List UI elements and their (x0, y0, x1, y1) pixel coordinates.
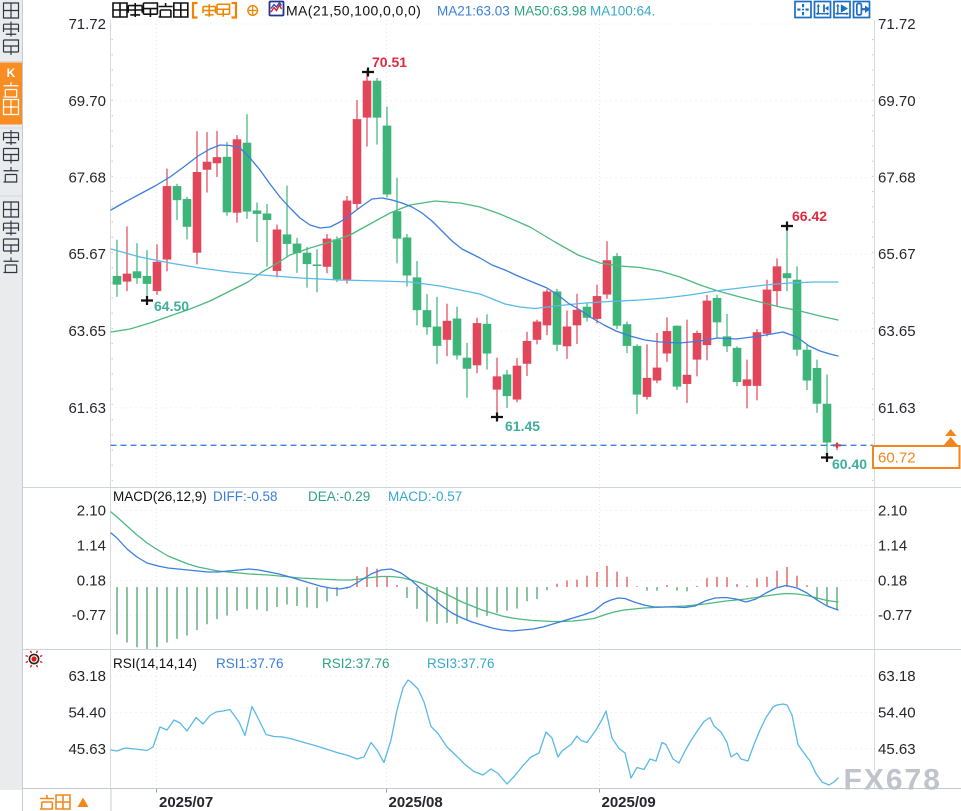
svg-text:2025/07: 2025/07 (159, 794, 213, 811)
svg-text:DIFF:-0.58: DIFF:-0.58 (213, 489, 278, 504)
svg-text:54.40: 54.40 (878, 704, 916, 721)
svg-text:69.70: 69.70 (878, 93, 916, 110)
svg-text:61.63: 61.63 (878, 400, 916, 417)
svg-text:63.18: 63.18 (68, 668, 106, 685)
svg-text:RSI1:37.76: RSI1:37.76 (216, 656, 284, 671)
svg-text:2025/09: 2025/09 (602, 794, 656, 811)
svg-text:RSI(14,14,14): RSI(14,14,14) (113, 656, 197, 671)
svg-text:69.70: 69.70 (68, 93, 106, 110)
svg-text:-0.77: -0.77 (878, 607, 912, 624)
svg-text:63.18: 63.18 (878, 668, 916, 685)
svg-text:63.65: 63.65 (68, 323, 106, 340)
svg-text:MA(21,50,100,0,0,0): MA(21,50,100,0,0,0) (286, 3, 421, 19)
svg-text:65.67: 65.67 (68, 246, 106, 263)
svg-text:71.72: 71.72 (878, 16, 916, 33)
svg-text:71.72: 71.72 (68, 16, 106, 33)
svg-text:DEA:-0.29: DEA:-0.29 (308, 489, 370, 504)
svg-text:67.68: 67.68 (878, 170, 916, 187)
svg-text:65.67: 65.67 (878, 246, 916, 263)
svg-text:2.10: 2.10 (878, 502, 907, 519)
svg-text:K: K (7, 66, 16, 80)
svg-text:RSI3:37.76: RSI3:37.76 (427, 656, 495, 671)
svg-text:45.63: 45.63 (68, 741, 106, 758)
svg-text:66.42: 66.42 (792, 208, 827, 224)
svg-text:2025/08: 2025/08 (389, 794, 443, 811)
svg-text:MACD:-0.57: MACD:-0.57 (388, 489, 462, 504)
svg-text:70.51: 70.51 (372, 54, 407, 70)
svg-text:2.10: 2.10 (77, 502, 106, 519)
svg-text:MA100:64.: MA100:64. (590, 4, 655, 19)
svg-text:0.18: 0.18 (77, 572, 106, 589)
svg-text:54.40: 54.40 (68, 704, 106, 721)
svg-text:FX678: FX678 (842, 762, 940, 795)
svg-text:1.14: 1.14 (878, 537, 907, 554)
svg-text:MACD(26,12,9): MACD(26,12,9) (113, 489, 207, 504)
svg-text:MA21:63.03: MA21:63.03 (437, 4, 510, 19)
svg-text:1.14: 1.14 (77, 537, 106, 554)
svg-text:60.72: 60.72 (878, 450, 916, 467)
svg-text:67.68: 67.68 (68, 170, 106, 187)
svg-text:63.65: 63.65 (878, 323, 916, 340)
svg-text:FX678: FX678 (844, 764, 942, 797)
svg-text:61.63: 61.63 (68, 400, 106, 417)
svg-text:64.50: 64.50 (154, 298, 189, 314)
svg-text:MA50:63.98: MA50:63.98 (514, 4, 587, 19)
svg-text:-0.77: -0.77 (72, 607, 106, 624)
svg-text:0.18: 0.18 (878, 572, 907, 589)
svg-text:60.40: 60.40 (832, 456, 867, 472)
svg-text:RSI2:37.76: RSI2:37.76 (322, 656, 390, 671)
svg-text:45.63: 45.63 (878, 741, 916, 758)
svg-text:61.45: 61.45 (505, 418, 540, 434)
